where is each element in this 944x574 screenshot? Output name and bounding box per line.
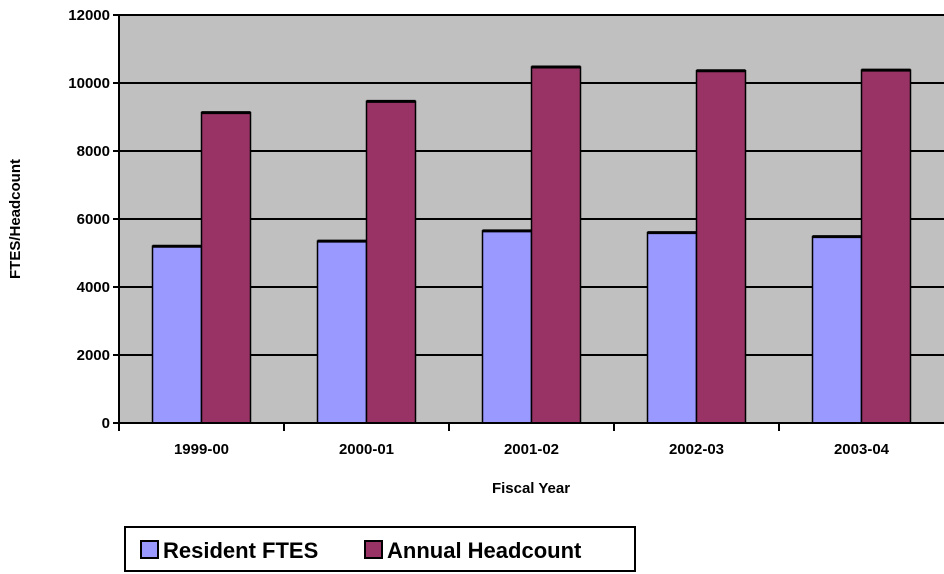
bar-resident-ftes-2003-04 [811, 235, 863, 424]
y-tick-label: 10000 [68, 75, 110, 92]
x-tick-label: 1999-00 [174, 441, 229, 458]
y-tick-labels: 0 2000 4000 6000 8000 10000 12000 [68, 7, 119, 432]
x-tick-labels: 1999-00 2000-01 2001-02 2002-03 2003-04 [118, 423, 890, 458]
y-tick-label: 12000 [68, 7, 110, 24]
y-tick-label: 8000 [77, 143, 110, 160]
legend-label-resident-ftes: Resident FTES [163, 538, 318, 563]
legend-label-annual-headcount: Annual Headcount [387, 538, 582, 563]
x-tick-label: 2003-04 [834, 441, 890, 458]
bar-resident-ftes-2002-03 [646, 231, 698, 424]
y-axis-title: FTES/Headcount [7, 159, 24, 279]
bars [151, 65, 912, 424]
bar-annual-headcount-2001-02 [530, 66, 582, 424]
legend: Resident FTES Annual Headcount [124, 526, 636, 572]
bar-annual-headcount-2002-03 [695, 70, 747, 424]
x-tick-label: 2000-01 [339, 441, 394, 458]
x-tick-label: 2001-02 [504, 441, 559, 458]
x-tick-label: 2002-03 [669, 441, 724, 458]
bar-annual-headcount-2000-01 [365, 100, 417, 424]
bar-annual-headcount-2003-04 [860, 69, 912, 424]
legend-swatch-resident-ftes [140, 540, 159, 559]
bar-resident-ftes-1999-00 [151, 245, 203, 424]
y-tick-label: 2000 [77, 347, 110, 364]
x-axis-title: Fiscal Year [492, 480, 570, 497]
y-tick-label: 6000 [77, 211, 110, 228]
bar-resident-ftes-2000-01 [316, 240, 368, 424]
y-tick-label: 4000 [77, 279, 110, 296]
bar-resident-ftes-2001-02 [481, 230, 533, 424]
bar-annual-headcount-1999-00 [200, 111, 252, 424]
y-tick-label: 0 [102, 415, 110, 432]
legend-swatch-annual-headcount [364, 540, 383, 559]
